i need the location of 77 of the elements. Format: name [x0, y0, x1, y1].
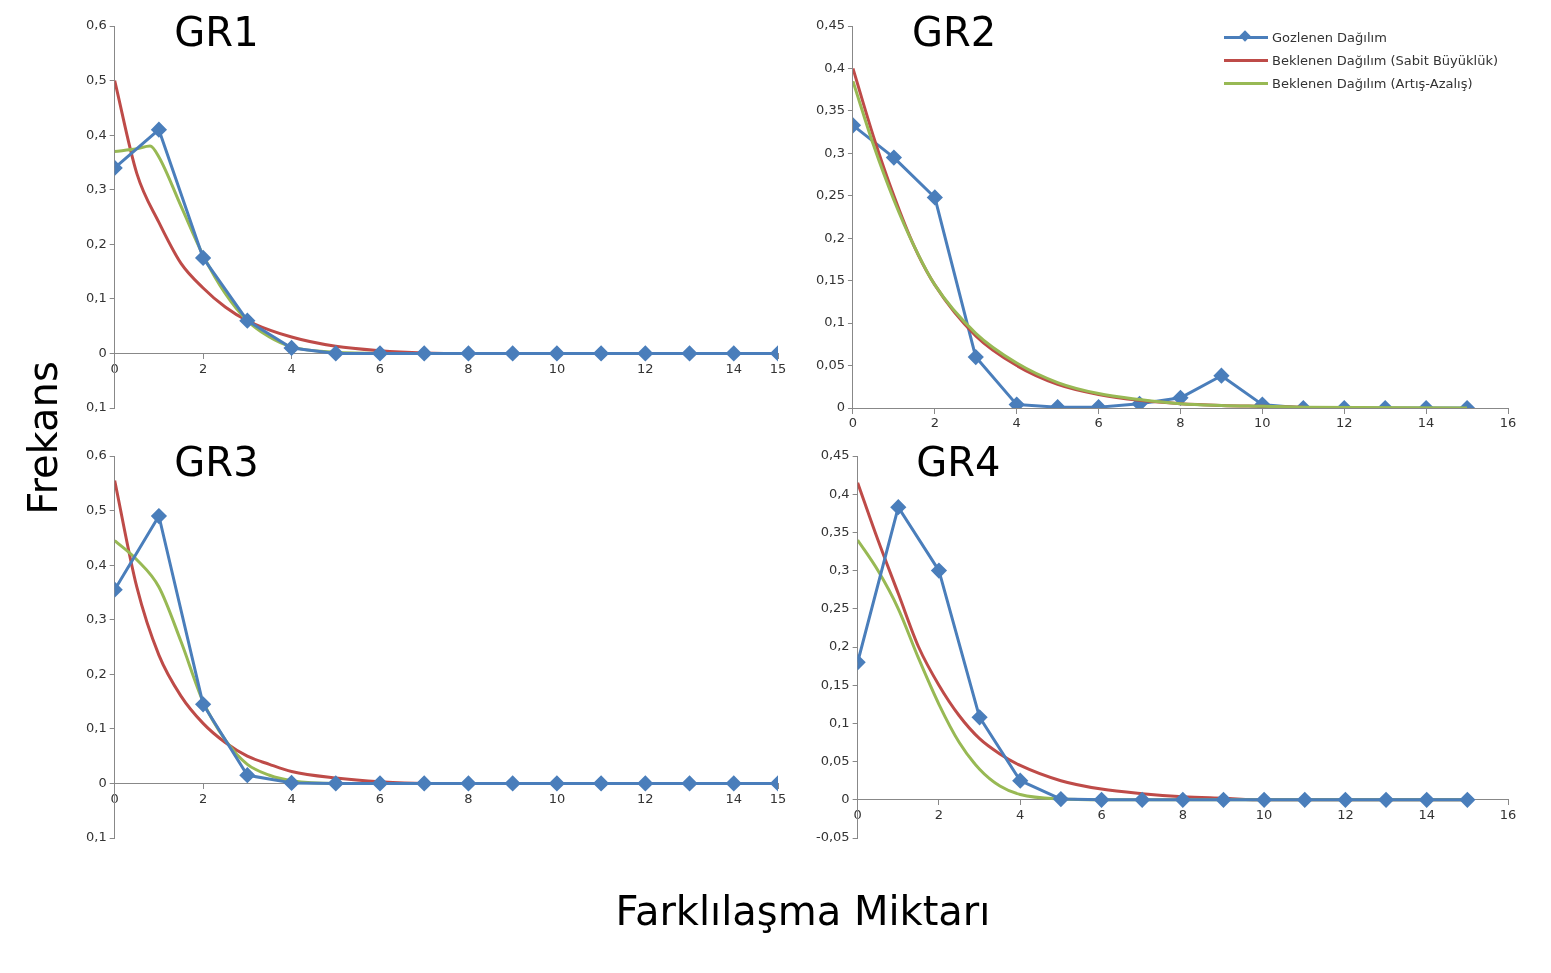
x-tick-label: 6 [375, 360, 385, 376]
x-tick-label: 12 [637, 790, 654, 806]
x-tick-label: 12 [637, 360, 654, 376]
chart-title: GR1 [174, 9, 259, 56]
y-tick-label: 0,1 [824, 314, 845, 330]
chart-title: GR3 [174, 439, 259, 486]
y-tick-label: 0,1 [828, 714, 850, 730]
y-tick-label: 0,2 [824, 229, 845, 245]
x-tick-label: 2 [930, 415, 939, 431]
x-tick-label: 4 [287, 790, 296, 806]
y-tick-label: 0,5 [85, 71, 107, 87]
x-tick-label: 14 [725, 360, 743, 376]
y-tick-label: -0,05 [816, 829, 850, 845]
y-tick-label: 0,2 [828, 638, 850, 654]
x-tick-label: 14 [1417, 415, 1435, 431]
x-axis-title: Farklılaşma Miktarı [614, 888, 992, 934]
x-tick-label: 16 [1499, 415, 1517, 431]
y-tick-label: 0 [98, 344, 107, 360]
x-tick-label: 4 [1012, 415, 1021, 431]
x-tick-label: 10 [1254, 415, 1271, 431]
x-tick-label: 15 [769, 790, 787, 806]
y-tick-label: 0,05 [815, 356, 845, 372]
x-tick-label: 12 [1337, 806, 1354, 822]
legend-label: Beklenen Dağılım (Artış-Azalış) [1272, 76, 1473, 91]
y-tick-label: 0,3 [85, 611, 107, 627]
x-tick-label: 6 [375, 790, 385, 806]
x-tick-label: 10 [548, 360, 566, 376]
x-tick-label: 4 [1016, 806, 1025, 822]
x-tick-label: 6 [1097, 806, 1106, 822]
y-tick-label: 0,4 [828, 485, 850, 501]
y-axis-title: Frekans [20, 361, 66, 515]
y-tick-label: 0,15 [820, 676, 850, 692]
x-tick-label: 12 [1335, 415, 1353, 431]
y-tick-label: 0,4 [824, 59, 845, 75]
y-tick-label: 0,3 [828, 561, 850, 577]
y-tick-label: 0,3 [85, 181, 107, 197]
x-tick-label: 14 [725, 790, 743, 806]
y-tick-label: 0,15 [815, 272, 845, 288]
x-tick-label: 6 [1094, 415, 1103, 431]
x-tick-label: 8 [464, 790, 473, 806]
x-tick-label: 4 [287, 360, 296, 376]
x-tick-label: 2 [198, 360, 208, 376]
y-tick-label: 0,4 [85, 556, 107, 572]
x-tick-label: 10 [548, 790, 566, 806]
y-tick-label: 0,1 [85, 399, 107, 415]
x-tick-label: 8 [1178, 806, 1187, 822]
y-tick-label: 0,45 [815, 17, 845, 33]
x-tick-label: 8 [1176, 415, 1185, 431]
y-tick-label: 0 [836, 399, 845, 415]
y-tick-label: 0,35 [820, 523, 850, 539]
y-tick-label: 0,4 [85, 126, 107, 142]
legend-label: Gozlenen Dağılım [1272, 30, 1387, 45]
y-tick-label: 0,6 [85, 447, 107, 463]
y-tick-label: 0,3 [824, 144, 845, 160]
x-tick-label: 14 [1418, 806, 1435, 822]
y-tick-label: 0,35 [815, 102, 845, 118]
y-tick-label: 0 [98, 774, 107, 790]
y-tick-label: 0,1 [85, 290, 107, 306]
y-tick-label: 0,6 [85, 17, 107, 33]
x-tick-label: 2 [198, 790, 208, 806]
x-tick-label: 16 [1499, 806, 1517, 822]
legend-label: Beklenen Dağılım (Sabit Büyüklük) [1272, 53, 1498, 68]
y-tick-label: 0,5 [85, 501, 107, 517]
x-tick-label: 2 [934, 806, 944, 822]
y-tick-label: 0,05 [820, 752, 850, 768]
chart-title: GR4 [916, 439, 1001, 486]
y-tick-label: 0,25 [820, 600, 850, 616]
x-tick-label: 8 [464, 360, 473, 376]
y-tick-label: 0,1 [85, 720, 107, 736]
chart-title: GR2 [911, 9, 997, 56]
x-tick-label: 15 [769, 360, 787, 376]
y-tick-label: 0,25 [815, 187, 845, 203]
y-tick-label: 0,2 [85, 235, 107, 251]
y-tick-label: 0,1 [85, 829, 107, 845]
y-tick-label: 0,2 [85, 665, 107, 681]
y-tick-label: 0,45 [820, 447, 850, 463]
x-tick-label: 10 [1255, 806, 1273, 822]
